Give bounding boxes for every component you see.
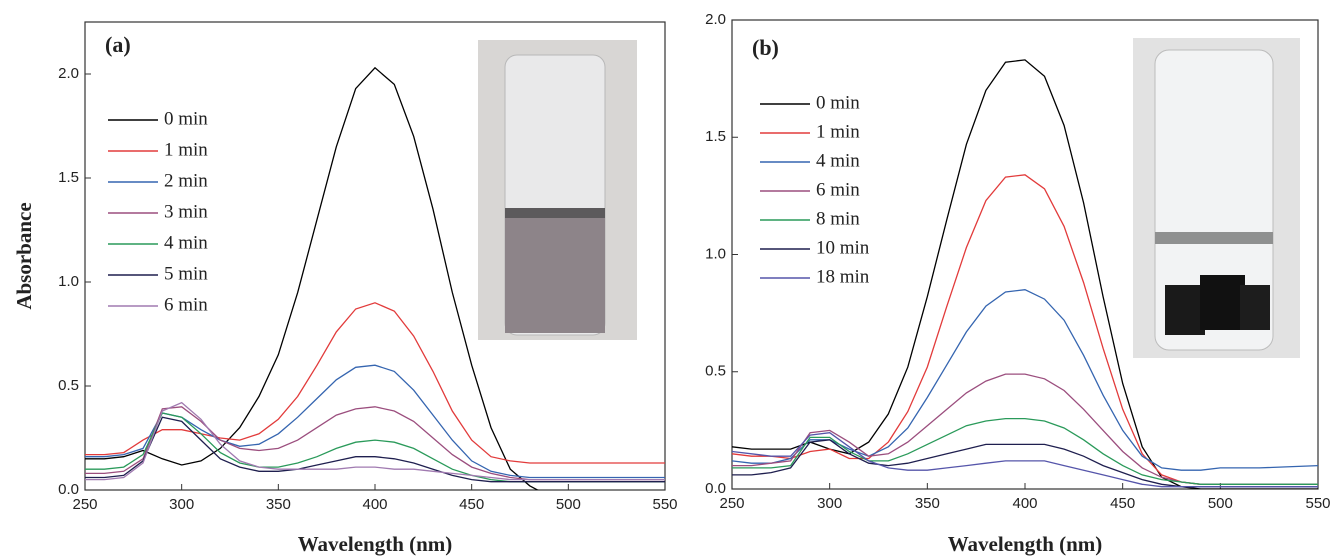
x-tick-label: 400 (1012, 495, 1037, 512)
y-tick-label: 0.5 (705, 363, 726, 380)
spectrum-line (85, 416, 665, 483)
spectrum-line (732, 432, 1318, 488)
panel-label: (a) (105, 32, 131, 57)
y-tick-label: 1.5 (58, 169, 79, 186)
y-axis-title: Absorbance (12, 202, 36, 309)
x-tick-label: 450 (459, 496, 484, 513)
legend-label: 4 min (164, 232, 208, 253)
y-tick-label: 2.0 (58, 65, 79, 82)
spectrum-line (85, 401, 665, 481)
spectrum-line (85, 412, 665, 483)
spectrum-line (85, 364, 665, 479)
legend-label: 0 min (816, 92, 860, 113)
legend-label: 4 min (816, 150, 860, 171)
spectrum-line (732, 373, 1318, 485)
x-tick-label: 450 (1110, 495, 1135, 512)
x-tick-label: 250 (719, 495, 744, 512)
legend-label: 3 min (164, 201, 208, 222)
x-tick-label: 500 (1208, 495, 1233, 512)
x-tick-label: 350 (266, 496, 291, 513)
x-tick-label: 350 (915, 495, 940, 512)
y-tick-label: 0.0 (58, 481, 79, 498)
x-axis-title: Wavelength (nm) (948, 532, 1103, 556)
spectrum-line (732, 439, 1318, 488)
x-tick-label: 550 (1305, 495, 1330, 512)
legend-label: 6 min (816, 179, 860, 200)
x-tick-label: 300 (169, 496, 194, 513)
inset-photo-b (1133, 38, 1300, 358)
spectrum-line (732, 174, 1318, 485)
y-tick-label: 0.0 (705, 480, 726, 497)
x-axis-title: Wavelength (nm) (298, 532, 453, 556)
legend-label: 2 min (164, 170, 208, 191)
spectrum-line (732, 417, 1318, 485)
y-tick-label: 0.5 (58, 377, 79, 394)
spectrum-line (85, 66, 539, 490)
x-tick-label: 400 (362, 496, 387, 513)
legend-label: 1 min (164, 139, 208, 160)
y-tick-label: 2.0 (705, 11, 726, 28)
x-tick-label: 300 (817, 495, 842, 512)
legend-label: 10 min (816, 237, 870, 258)
spectrum-line (732, 59, 1318, 489)
legend-label: 6 min (164, 294, 208, 315)
legend-label: 18 min (816, 266, 870, 287)
x-tick-label: 250 (72, 496, 97, 513)
legend-label: 1 min (816, 121, 860, 142)
y-tick-label: 1.0 (58, 273, 79, 290)
inset-photo-a (478, 40, 637, 340)
y-tick-label: 1.5 (705, 128, 726, 145)
panel: 250 300 350 400 450 500 550 0.0 0.5 1.0 1.5 2.0 Wave… (705, 11, 1330, 556)
spectrum-line (85, 302, 665, 464)
spectrum-line (85, 406, 665, 481)
legend-label: 5 min (164, 263, 208, 284)
legend-label: 8 min (816, 208, 860, 229)
y-tick-label: 1.0 (705, 245, 726, 262)
x-tick-label: 500 (556, 496, 581, 513)
panel: 250 300 350 400 450 500 550 0.0 0.5 1.0 1.5 2.0 Wave… (12, 21, 678, 556)
legend-label: 0 min (164, 108, 208, 129)
x-tick-label: 550 (652, 496, 677, 513)
panel-label: (b) (752, 35, 779, 60)
spectrum-line (732, 289, 1318, 471)
